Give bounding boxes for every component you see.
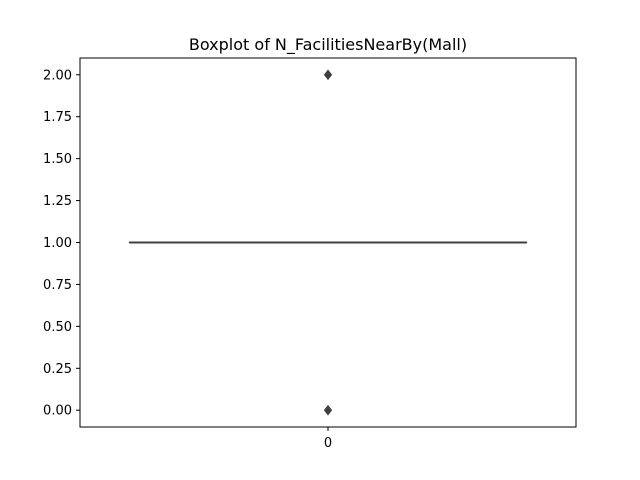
outlier-point bbox=[323, 404, 333, 416]
y-tick-label: 0.75 bbox=[43, 278, 72, 293]
y-tick-label: 0.50 bbox=[43, 320, 72, 335]
box-group bbox=[128, 69, 528, 416]
outlier-point bbox=[323, 69, 333, 81]
plot-frame bbox=[79, 57, 577, 428]
x-axis-ticks: 0 bbox=[324, 427, 332, 451]
y-tick-label: 2.00 bbox=[43, 68, 72, 83]
y-tick-label: 0.25 bbox=[43, 362, 72, 377]
chart-title: Boxplot of N_FacilitiesNearBy(Mall) bbox=[189, 35, 467, 55]
y-axis-ticks: 0.00 0.25 0.50 0.75 1.00 1.25 1.50 1.75 2.00 bbox=[43, 68, 80, 419]
y-tick-label: 1.25 bbox=[43, 194, 72, 209]
y-tick-label: 1.00 bbox=[43, 236, 72, 251]
x-tick-label: 0 bbox=[324, 436, 332, 451]
y-tick-label: 0.00 bbox=[43, 404, 72, 419]
y-tick-label: 1.50 bbox=[43, 152, 72, 167]
y-tick-label: 1.75 bbox=[43, 110, 72, 125]
